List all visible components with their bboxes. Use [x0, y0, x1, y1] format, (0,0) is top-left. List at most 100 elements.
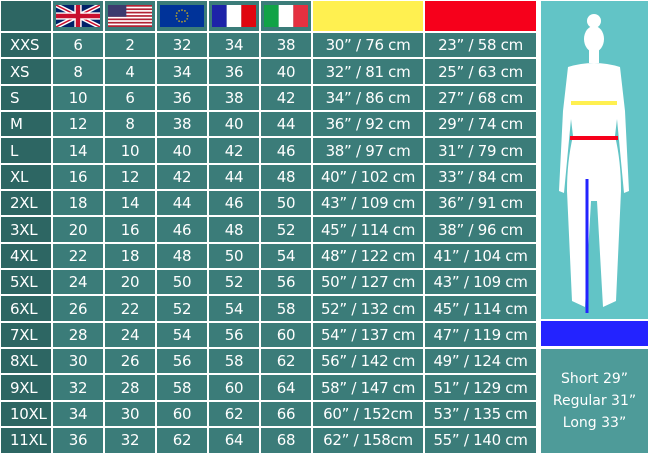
fr-cell: 62	[209, 401, 259, 427]
it-cell: 42	[261, 85, 311, 111]
waist-cell: 33” / 84 cm	[425, 164, 536, 190]
size-label: 3XL	[1, 217, 51, 242]
waist-cell: 38” / 96 cm	[425, 217, 536, 242]
waist-cell: 23” / 58 cm	[425, 33, 536, 58]
fr-cell: 36	[209, 59, 259, 84]
eu-cell: 58	[157, 375, 207, 400]
waist-cell: 55” / 140 cm	[425, 428, 536, 453]
us-cell: 4	[105, 59, 155, 84]
us-cell: 24	[105, 322, 155, 348]
hips-cell: 60” / 152cm	[313, 401, 423, 427]
hips-cell: 30” / 76 cm	[313, 33, 423, 58]
us-cell: 18	[105, 243, 155, 269]
uk-flag-header	[53, 1, 103, 31]
size-label: XL	[1, 164, 51, 190]
it-cell: 46	[261, 138, 311, 163]
eu-cell: 50	[157, 270, 207, 295]
size-label: M	[1, 112, 51, 137]
us-cell: 6	[105, 85, 155, 111]
us-cell: 14	[105, 191, 155, 216]
hips-cell: 36” / 92 cm	[313, 112, 423, 137]
us-flag-icon	[108, 5, 152, 27]
eu-flag-icon	[160, 5, 204, 27]
size-label: 9XL	[1, 375, 51, 400]
us-flag-header	[105, 1, 155, 31]
size-label: 2XL	[1, 191, 51, 216]
it-cell: 52	[261, 217, 311, 242]
fr-cell: 46	[209, 191, 259, 216]
us-cell: 22	[105, 296, 155, 321]
it-cell: 64	[261, 375, 311, 400]
size-label: L	[1, 138, 51, 163]
it-cell: 68	[261, 428, 311, 453]
hips-cell: 48” / 122 cm	[313, 243, 423, 269]
it-cell: 54	[261, 243, 311, 269]
us-cell: 20	[105, 270, 155, 295]
size-label: 7XL	[1, 322, 51, 348]
waist-cell: 36” / 91 cm	[425, 191, 536, 216]
hips-cell: 45” / 114 cm	[313, 217, 423, 242]
waist-cell: 25” / 63 cm	[425, 59, 536, 84]
fr-cell: 38	[209, 85, 259, 111]
us-cell: 16	[105, 217, 155, 242]
us-cell: 2	[105, 33, 155, 58]
hips-cell: 40” / 102 cm	[313, 164, 423, 190]
waist-cell: 51” / 129 cm	[425, 375, 536, 400]
inseam-regular: Regular 31”	[552, 393, 637, 409]
it-cell: 62	[261, 349, 311, 374]
us-cell: 32	[105, 428, 155, 453]
fr-cell: 64	[209, 428, 259, 453]
us-cell: 30	[105, 401, 155, 427]
size-label: 5XL	[1, 270, 51, 295]
fr-cell: 56	[209, 322, 259, 348]
italy-flag-icon	[264, 5, 308, 27]
size-label: 6XL	[1, 296, 51, 321]
us-cell: 10	[105, 138, 155, 163]
hips-cell: 58” / 147 cm	[313, 375, 423, 400]
inseam-lengths: Short 29” Regular 31” Long 33”	[541, 349, 648, 453]
fr-cell: 48	[209, 217, 259, 242]
hips-cell: 54” / 137 cm	[313, 322, 423, 348]
it-cell: 48	[261, 164, 311, 190]
inseam-color-bar	[541, 321, 648, 346]
hips-cell: 52” / 132 cm	[313, 296, 423, 321]
eu-cell: 36	[157, 85, 207, 111]
hips-cell: 62” / 158cm	[313, 428, 423, 453]
size-label: 8XL	[1, 349, 51, 374]
hips-cell: 32” / 81 cm	[313, 59, 423, 84]
fr-cell: 50	[209, 243, 259, 269]
us-cell: 28	[105, 375, 155, 400]
eu-cell: 46	[157, 217, 207, 242]
hips-cell: 43” / 109 cm	[313, 191, 423, 216]
size-label: S	[1, 85, 51, 111]
us-cell: 12	[105, 164, 155, 190]
size-chart-table: XXS 6 2 32 34 38 30” / 76 cm 23” / 58 cm XS 8 4 34 3…	[1, 1, 536, 453]
fr-cell: 42	[209, 138, 259, 163]
waist-color-header	[425, 1, 536, 31]
size-label: 10XL	[1, 401, 51, 427]
it-cell: 58	[261, 296, 311, 321]
uk-cell: 8	[53, 59, 103, 84]
france-flag-header	[209, 1, 259, 31]
body-silhouette-icon	[559, 14, 629, 313]
uk-cell: 30	[53, 349, 103, 374]
inseam-short: Short 29”	[560, 371, 629, 387]
fr-cell: 34	[209, 33, 259, 58]
uk-cell: 32	[53, 375, 103, 400]
it-cell: 44	[261, 112, 311, 137]
eu-cell: 48	[157, 243, 207, 269]
hips-cell: 50” / 127 cm	[313, 270, 423, 295]
fr-cell: 60	[209, 375, 259, 400]
eu-flag-header	[157, 1, 207, 31]
it-cell: 60	[261, 322, 311, 348]
waist-cell: 27” / 68 cm	[425, 85, 536, 111]
uk-cell: 34	[53, 401, 103, 427]
uk-cell: 14	[53, 138, 103, 163]
fr-cell: 58	[209, 349, 259, 374]
uk-cell: 22	[53, 243, 103, 269]
uk-cell: 26	[53, 296, 103, 321]
fr-cell: 54	[209, 296, 259, 321]
hips-color-header	[313, 1, 423, 31]
it-cell: 66	[261, 401, 311, 427]
eu-cell: 54	[157, 322, 207, 348]
